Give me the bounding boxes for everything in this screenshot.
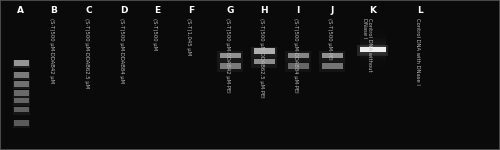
Bar [360, 25, 386, 27]
Text: (S·T)500 μM·DDAB42 μM·PEI: (S·T)500 μM·DDAB42 μM·PEI [225, 18, 230, 93]
Bar [13, 120, 30, 128]
Bar [285, 62, 311, 72]
Bar [360, 37, 386, 39]
Bar [251, 57, 277, 68]
Text: H: H [260, 6, 268, 15]
Text: (S·T)500 μM·DDAB84 μM: (S·T)500 μM·DDAB84 μM [119, 18, 124, 83]
Text: A: A [16, 6, 24, 15]
Bar [288, 53, 308, 58]
Text: E: E [154, 6, 160, 15]
Bar [14, 90, 29, 96]
Bar [14, 107, 29, 112]
Bar [360, 70, 386, 72]
Bar [322, 63, 342, 69]
Bar [220, 63, 240, 69]
Text: (S·T)500 μM·DDAB84 μM·PEI: (S·T)500 μM·DDAB84 μM·PEI [293, 18, 298, 93]
Bar [220, 53, 240, 58]
Bar [319, 62, 345, 72]
Text: B: B [50, 6, 58, 15]
Bar [360, 46, 386, 48]
Text: (S·T)500 μM: (S·T)500 μM [152, 18, 158, 50]
Bar [360, 65, 386, 67]
Bar [319, 51, 345, 62]
Bar [13, 72, 30, 80]
Text: D: D [120, 6, 128, 15]
Text: L: L [417, 6, 423, 15]
Bar [360, 58, 386, 60]
Bar [360, 32, 386, 34]
Text: J: J [330, 6, 334, 15]
Bar [13, 81, 30, 89]
Bar [217, 62, 243, 72]
Bar [357, 45, 388, 56]
Bar [254, 48, 274, 54]
Bar [360, 41, 386, 44]
Text: F: F [188, 6, 194, 15]
Text: Control DNA without
DNase I: Control DNA without DNase I [362, 18, 372, 72]
Bar [360, 39, 386, 41]
Text: (S·T)1,045 μM: (S·T)1,045 μM [186, 18, 192, 55]
Text: (S·T)500 μM·DDAB42 μM: (S·T)500 μM·DDAB42 μM [49, 18, 54, 83]
Text: (S·T)500 μM·PEI: (S·T)500 μM·PEI [327, 18, 332, 60]
Text: G: G [226, 6, 234, 15]
Bar [360, 47, 386, 52]
Bar [360, 63, 386, 65]
Bar [360, 53, 386, 55]
Bar [360, 60, 386, 63]
Text: C: C [86, 6, 92, 15]
Text: (S·T)500 μM·DDAB62.5 μM·PEI: (S·T)500 μM·DDAB62.5 μM·PEI [259, 18, 264, 98]
Bar [360, 34, 386, 36]
Bar [360, 48, 386, 51]
Bar [14, 120, 29, 126]
Bar [13, 60, 30, 68]
Text: I: I [296, 6, 300, 15]
Bar [288, 63, 308, 69]
Bar [251, 47, 277, 57]
Bar [14, 98, 29, 103]
Text: (S·T)500 μM·DDAB62.5 μM: (S·T)500 μM·DDAB62.5 μM [84, 18, 89, 88]
Bar [322, 53, 342, 58]
Bar [360, 51, 386, 53]
Text: Control DNA with DNase I: Control DNA with DNase I [415, 18, 420, 85]
Bar [360, 44, 386, 46]
Bar [13, 90, 30, 98]
Bar [360, 30, 386, 32]
Bar [254, 59, 274, 64]
Text: K: K [369, 6, 376, 15]
Bar [14, 72, 29, 78]
Bar [217, 51, 243, 62]
Bar [14, 81, 29, 87]
Bar [13, 107, 30, 115]
Bar [285, 51, 311, 62]
Bar [360, 27, 386, 29]
Bar [13, 98, 30, 106]
Bar [360, 56, 386, 58]
Bar [360, 67, 386, 70]
Bar [14, 60, 29, 66]
